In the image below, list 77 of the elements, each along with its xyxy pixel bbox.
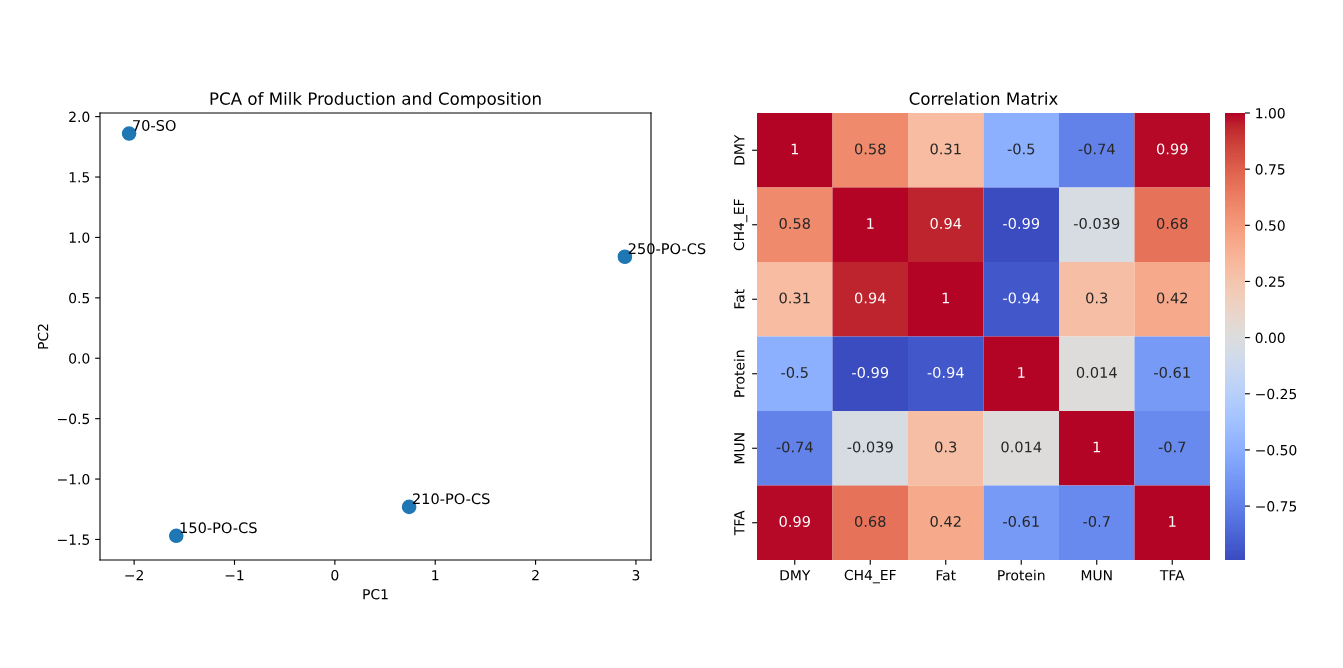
y-tick-label: −0.5: [58, 413, 90, 425]
y-tick-label: Fat: [734, 289, 745, 309]
data-label: 0.31: [779, 292, 810, 304]
x-tick-label: TFA: [1159, 570, 1185, 581]
x-tick-label: Fat: [936, 570, 956, 581]
annotation: 210-PO-CS: [412, 493, 490, 505]
annotation: 70-SO: [133, 119, 176, 131]
chart-title: PCA of Milk Production and Composition: [210, 92, 541, 109]
data-label: 1: [1093, 441, 1101, 453]
y-tick-label: 2.0: [69, 111, 90, 123]
data-label: 0.42: [1156, 292, 1188, 304]
x-tick-label: 2: [532, 569, 539, 581]
data-label: -0.94: [1003, 292, 1040, 304]
y-tick-label: CH4_EF: [733, 199, 748, 251]
x-tick-label: 3: [632, 569, 640, 581]
x-tick-label: 0: [331, 569, 339, 581]
data-label: -0.039: [847, 441, 893, 453]
data-label: 1: [867, 218, 874, 229]
data-label: -0.99: [1003, 217, 1040, 229]
data-label: -0.74: [1078, 143, 1115, 155]
y-tick-label: 0.5: [69, 292, 90, 304]
data-label: 1: [1169, 516, 1176, 527]
data-label: 0.68: [1156, 217, 1188, 229]
data-label: -0.039: [1073, 217, 1120, 229]
y-axis-title: PC2: [37, 324, 49, 349]
data-label: 0.014: [1001, 441, 1042, 453]
data-label: 1: [791, 143, 799, 155]
color-bar-label: 0.00: [1255, 332, 1285, 344]
color-bar-label: 1.00: [1256, 107, 1285, 119]
data-label: 0.58: [854, 143, 886, 155]
x-tick-label: Protein: [998, 569, 1045, 581]
color-bar-label: 0.75: [1255, 164, 1285, 175]
data-label: 0.99: [1156, 143, 1188, 155]
x-tick-label: CH4_EF: [844, 569, 896, 584]
y-tick-label: MUN: [734, 433, 745, 464]
y-tick-label: Protein: [733, 350, 745, 397]
data-label: 0.31: [930, 143, 961, 155]
data-label: -0.7: [1083, 515, 1110, 527]
y-tick-label: 1.5: [69, 172, 90, 183]
data-label: -0.7: [1158, 441, 1186, 453]
data-label: 0.3: [1086, 292, 1108, 304]
y-tick-label: TFA: [734, 510, 745, 536]
chart-title: Correlation Matrix: [909, 92, 1058, 105]
data-label: 0.99: [779, 515, 810, 527]
x-tick-label: DMY: [780, 570, 811, 581]
data-label: 0.42: [930, 515, 961, 527]
data-label: -0.74: [776, 441, 813, 453]
data-label: 0.94: [854, 292, 886, 304]
x-axis-title: PC1: [363, 588, 388, 600]
data-label: 0.58: [779, 217, 810, 229]
data-label: 0.014: [1076, 366, 1117, 378]
color-bar-label: −0.75: [1256, 501, 1297, 512]
data-label: -0.61: [1003, 515, 1039, 527]
x-tick-label: −1: [225, 570, 244, 581]
data-label: 0.3: [935, 441, 957, 453]
x-tick-label: MUN: [1081, 570, 1112, 581]
y-tick-label: 1.0: [69, 232, 90, 243]
data-label: 1: [942, 292, 950, 304]
y-tick-label: −1.5: [58, 534, 90, 545]
x-tick-label: 1: [432, 570, 439, 581]
data-label: -0.5: [1007, 143, 1035, 155]
y-tick-label: −1.0: [58, 474, 90, 485]
data-label: 0.68: [854, 515, 886, 527]
x-tick-label: −2: [125, 569, 143, 581]
annotation: 150-PO-CS: [180, 522, 257, 534]
color-bar-label: 0.25: [1255, 276, 1285, 287]
y-tick-label: 0.0: [69, 353, 90, 364]
color-bar-label: −0.50: [1256, 444, 1297, 456]
data-label: -0.5: [781, 366, 808, 378]
data-label: 0.94: [930, 217, 962, 229]
data-label: -0.94: [927, 366, 964, 378]
data-label: -0.99: [852, 366, 889, 378]
data-label: 1: [1018, 367, 1025, 378]
color-bar-label: 0.50: [1255, 220, 1285, 231]
data-label: -0.61: [1154, 366, 1190, 378]
color-bar-label: −0.25: [1256, 388, 1297, 400]
y-tick-label: DMY: [734, 134, 745, 165]
